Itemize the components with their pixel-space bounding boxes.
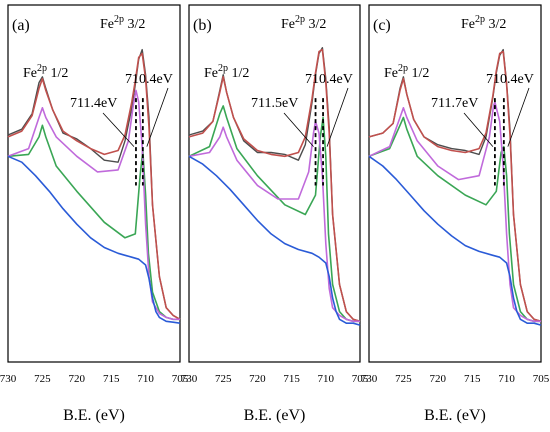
x-tick-label: 710: [498, 373, 515, 385]
peak-low-label: 710.4eV: [305, 72, 353, 87]
x-axis-title: B.E. (eV): [63, 407, 125, 424]
peak-high-label: 711.4eV: [70, 96, 117, 111]
panel-label: (a): [12, 17, 30, 34]
x-tick-label: 725: [395, 373, 412, 385]
series-component-710.4: [7, 124, 180, 321]
series-raw-data: [368, 48, 542, 322]
fe2p-3-2-label: Fe2p 3/2: [461, 14, 506, 32]
series-envelope: [7, 52, 181, 320]
fe2p-1-2-label-suffix: 1/2: [408, 66, 429, 81]
arrow-high: [283, 112, 314, 147]
x-tick-label: 725: [34, 373, 51, 385]
x-tick-label: 710: [318, 373, 335, 385]
series-component-710.4: [368, 116, 541, 323]
series-raw-data: [7, 48, 181, 320]
x-axis-title: B.E. (eV): [424, 407, 486, 424]
fe2p-3-2-label-base: Fe: [100, 17, 114, 32]
fe2p-1-2-label: Fe2p 1/2: [204, 63, 249, 81]
arrow-low: [326, 87, 349, 147]
fe2p-3-2-label-suffix: 3/2: [124, 17, 145, 32]
panel-label: (c): [373, 17, 391, 34]
peak-high-label: 711.7eV: [431, 96, 478, 111]
fe2p-3-2-label-sup: 2p: [114, 14, 124, 25]
fe2p-1-2-label-base: Fe: [23, 66, 37, 81]
x-tick-label: 710: [137, 373, 154, 385]
series-background: [188, 155, 361, 326]
peak-low-label: 710.4eV: [486, 72, 534, 87]
series-component-710.4: [188, 105, 360, 323]
fe2p-1-2-label: Fe2p 1/2: [23, 63, 68, 81]
fe2p-1-2-label-sup: 2p: [398, 63, 408, 74]
x-tick-label: 715: [464, 373, 481, 385]
arrow-high: [102, 112, 135, 147]
x-tick-label: 715: [283, 373, 300, 385]
x-tick-label: 705: [352, 373, 369, 385]
fe2p-1-2-label-suffix: 1/2: [228, 66, 249, 81]
fe2p-3-2-label-sup: 2p: [475, 14, 485, 25]
series-background: [368, 155, 542, 326]
fe2p-1-2-label-base: Fe: [384, 66, 398, 81]
fe2p-1-2-label-base: Fe: [204, 66, 218, 81]
x-tick-label: 720: [249, 373, 266, 385]
x-tick-label: 730: [0, 373, 17, 385]
arrow-low: [146, 87, 169, 147]
peak-high-label: 711.5eV: [251, 96, 298, 111]
peak-low-label: 710.4eV: [125, 72, 173, 87]
x-tick-label: 705: [172, 373, 189, 385]
series-component-711.4: [7, 89, 180, 321]
plot-frame: [7, 4, 181, 363]
plot-frame: [188, 4, 361, 363]
x-tick-label: 725: [215, 373, 232, 385]
x-tick-label: 720: [69, 373, 86, 385]
fe2p-3-2-label-sup: 2p: [295, 14, 305, 25]
plot-frame: [368, 4, 542, 363]
fe2p-3-2-label-suffix: 3/2: [485, 17, 506, 32]
fe2p-1-2-label-sup: 2p: [218, 63, 228, 74]
fe2p-3-2-label-suffix: 3/2: [305, 17, 326, 32]
arrow-low: [507, 87, 530, 147]
x-tick-label: 715: [103, 373, 120, 385]
fe2p-1-2-label: Fe2p 1/2: [384, 63, 429, 81]
fe2p-1-2-label-sup: 2p: [37, 63, 47, 74]
fe2p-3-2-label-base: Fe: [281, 17, 295, 32]
panel-label: (b): [193, 17, 212, 34]
x-tick-label: 730: [361, 373, 378, 385]
fe2p-3-2-label: Fe2p 3/2: [100, 14, 145, 32]
x-tick-label: 705: [533, 373, 550, 385]
x-axis-title: B.E. (eV): [244, 407, 306, 424]
series-envelope: [188, 48, 361, 323]
series-envelope: [368, 50, 542, 323]
fe2p-3-2-label-base: Fe: [461, 17, 475, 32]
x-tick-label: 720: [430, 373, 447, 385]
fe2p-3-2-label: Fe2p 3/2: [281, 14, 326, 32]
arrow-high: [463, 112, 494, 147]
fe2p-1-2-label-suffix: 1/2: [47, 66, 68, 81]
series-background: [7, 155, 181, 324]
x-tick-label: 730: [181, 373, 198, 385]
series-raw-data: [188, 47, 361, 322]
